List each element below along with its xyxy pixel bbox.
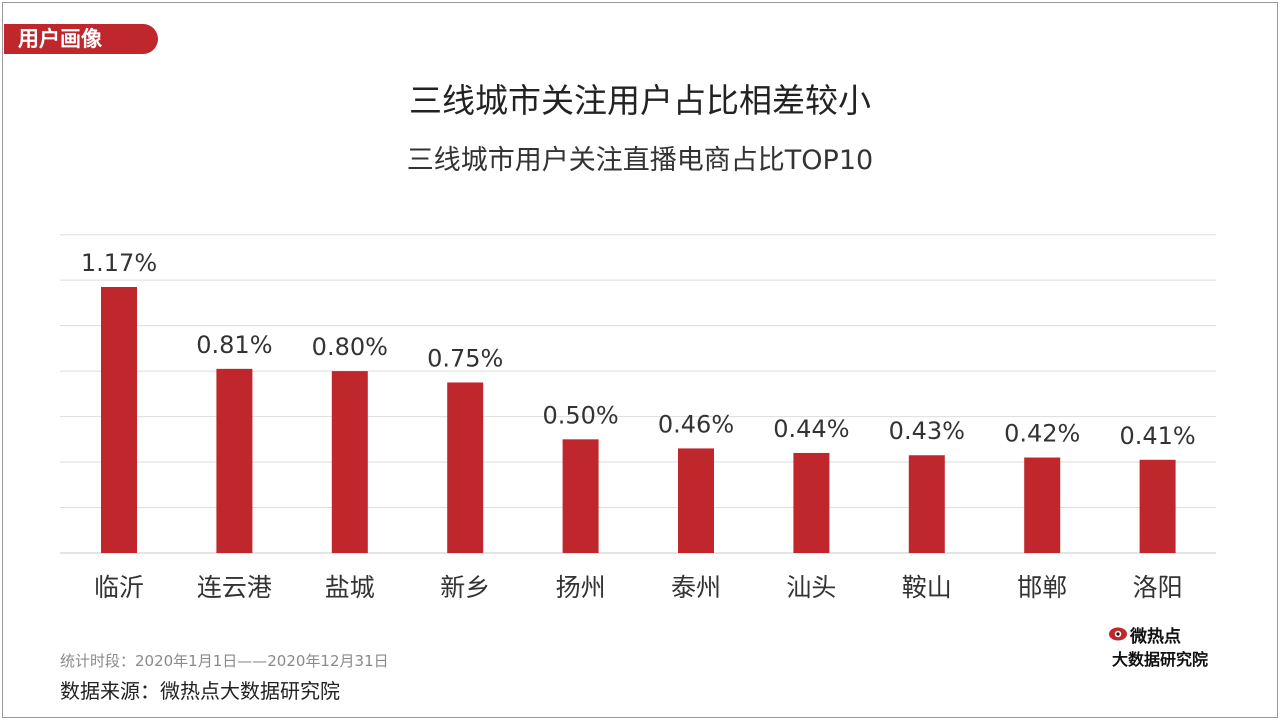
source-note: 数据来源：微热点大数据研究院	[60, 679, 340, 703]
category-tick-label: 邯郸	[1017, 573, 1067, 602]
value-label: 0.75%	[427, 344, 503, 372]
logo-text-bottom: 大数据研究院	[1112, 650, 1209, 669]
value-label: 0.50%	[542, 401, 618, 429]
eye-logo-icon	[1109, 627, 1127, 641]
gridlines	[60, 234, 1216, 554]
chart-title: 三线城市关注用户占比相差较小	[409, 81, 871, 120]
bar-泰州	[678, 448, 714, 553]
value-label: 0.80%	[312, 333, 388, 361]
category-tick-label: 扬州	[556, 573, 606, 602]
bar-盐城	[331, 371, 368, 553]
value-label: 0.43%	[889, 417, 965, 445]
category-tick-label: 泰州	[671, 573, 721, 602]
logo-text-top: 微热点	[1130, 627, 1181, 647]
bar-洛阳	[1139, 459, 1176, 553]
bar-扬州	[562, 439, 599, 553]
category-tick-label: 汕头	[786, 573, 836, 602]
value-label: 0.81%	[196, 331, 272, 359]
category-tick-label: 临沂	[94, 573, 144, 602]
bar-鞍山	[908, 455, 945, 553]
value-label: 0.44%	[773, 415, 849, 443]
category-tick-label: 新乡	[440, 573, 490, 602]
bar-连云港	[216, 368, 253, 553]
brand-logo: 微热点 大数据研究院	[1108, 622, 1238, 670]
category-tick-label: 连云港	[197, 573, 272, 602]
category-tick-labels: 临沂 连云港 盐城 新乡 扬州 泰州 汕头 鞍山 邯郸 洛阳	[94, 573, 1183, 602]
bar-邯郸	[1024, 457, 1061, 553]
value-labels: 1.17% 0.81% 0.80% 0.75% 0.50% 0.46% 0.44% 0.43%…	[81, 249, 1196, 450]
value-label: 0.46%	[658, 410, 734, 438]
value-label: 1.17%	[81, 249, 157, 277]
section-tag: 用户画像	[4, 24, 158, 54]
value-label: 0.41%	[1119, 422, 1195, 450]
period-note: 统计时段：2020年1月1日——2020年12月31日	[60, 652, 389, 670]
bar-新乡	[447, 382, 484, 553]
category-tick-label: 盐城	[325, 573, 375, 602]
bar-临沂	[101, 287, 137, 553]
chart-subtitle: 三线城市用户关注直播电商占比TOP10	[406, 145, 874, 176]
category-tick-label: 洛阳	[1133, 573, 1183, 602]
bars	[101, 287, 1176, 553]
value-label: 0.42%	[1004, 420, 1080, 448]
category-tick-label: 鞍山	[902, 573, 952, 602]
bar-汕头	[793, 452, 830, 553]
